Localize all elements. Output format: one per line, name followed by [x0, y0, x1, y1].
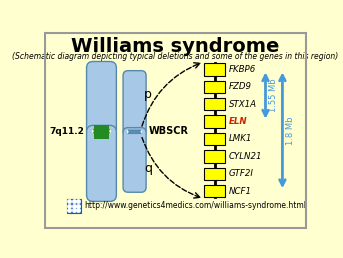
FancyBboxPatch shape: [123, 71, 146, 136]
Text: (Schematic diagram depicting typical deletions and some of the genes in this reg: (Schematic diagram depicting typical del…: [12, 52, 339, 61]
FancyBboxPatch shape: [86, 125, 116, 201]
Text: STX1A: STX1A: [228, 100, 257, 109]
Bar: [92, 130, 111, 133]
Polygon shape: [93, 131, 110, 133]
Text: ELN: ELN: [228, 117, 247, 126]
Text: NCF1: NCF1: [228, 187, 251, 196]
Polygon shape: [128, 132, 141, 133]
Bar: [204, 81, 225, 93]
Text: p: p: [144, 88, 152, 101]
Text: 1.55 Mb: 1.55 Mb: [269, 79, 277, 112]
Polygon shape: [93, 130, 110, 131]
Text: CYLN21: CYLN21: [228, 152, 262, 161]
Bar: [127, 130, 142, 133]
Polygon shape: [128, 130, 141, 132]
Text: 1.8 Mb: 1.8 Mb: [285, 116, 295, 144]
Bar: [204, 168, 225, 180]
Text: Williams syndrome: Williams syndrome: [71, 37, 280, 56]
Bar: [204, 150, 225, 163]
Bar: [204, 115, 225, 128]
Bar: [94, 125, 109, 139]
Text: GTF2I: GTF2I: [228, 169, 253, 178]
Text: 7q11.2: 7q11.2: [50, 127, 84, 135]
Bar: [204, 63, 225, 76]
Bar: [204, 98, 225, 110]
Text: q: q: [144, 162, 152, 174]
Text: WBSCR: WBSCR: [149, 126, 188, 136]
FancyBboxPatch shape: [123, 128, 146, 192]
FancyBboxPatch shape: [67, 199, 81, 213]
Text: http://www.genetics4medics.com/williams-syndrome.html: http://www.genetics4medics.com/williams-…: [84, 201, 307, 210]
FancyBboxPatch shape: [86, 61, 116, 137]
Text: FKBP6: FKBP6: [228, 65, 256, 74]
Bar: [204, 133, 225, 145]
Text: LMK1: LMK1: [228, 134, 252, 143]
Bar: [204, 185, 225, 197]
Text: FZD9: FZD9: [228, 82, 251, 91]
